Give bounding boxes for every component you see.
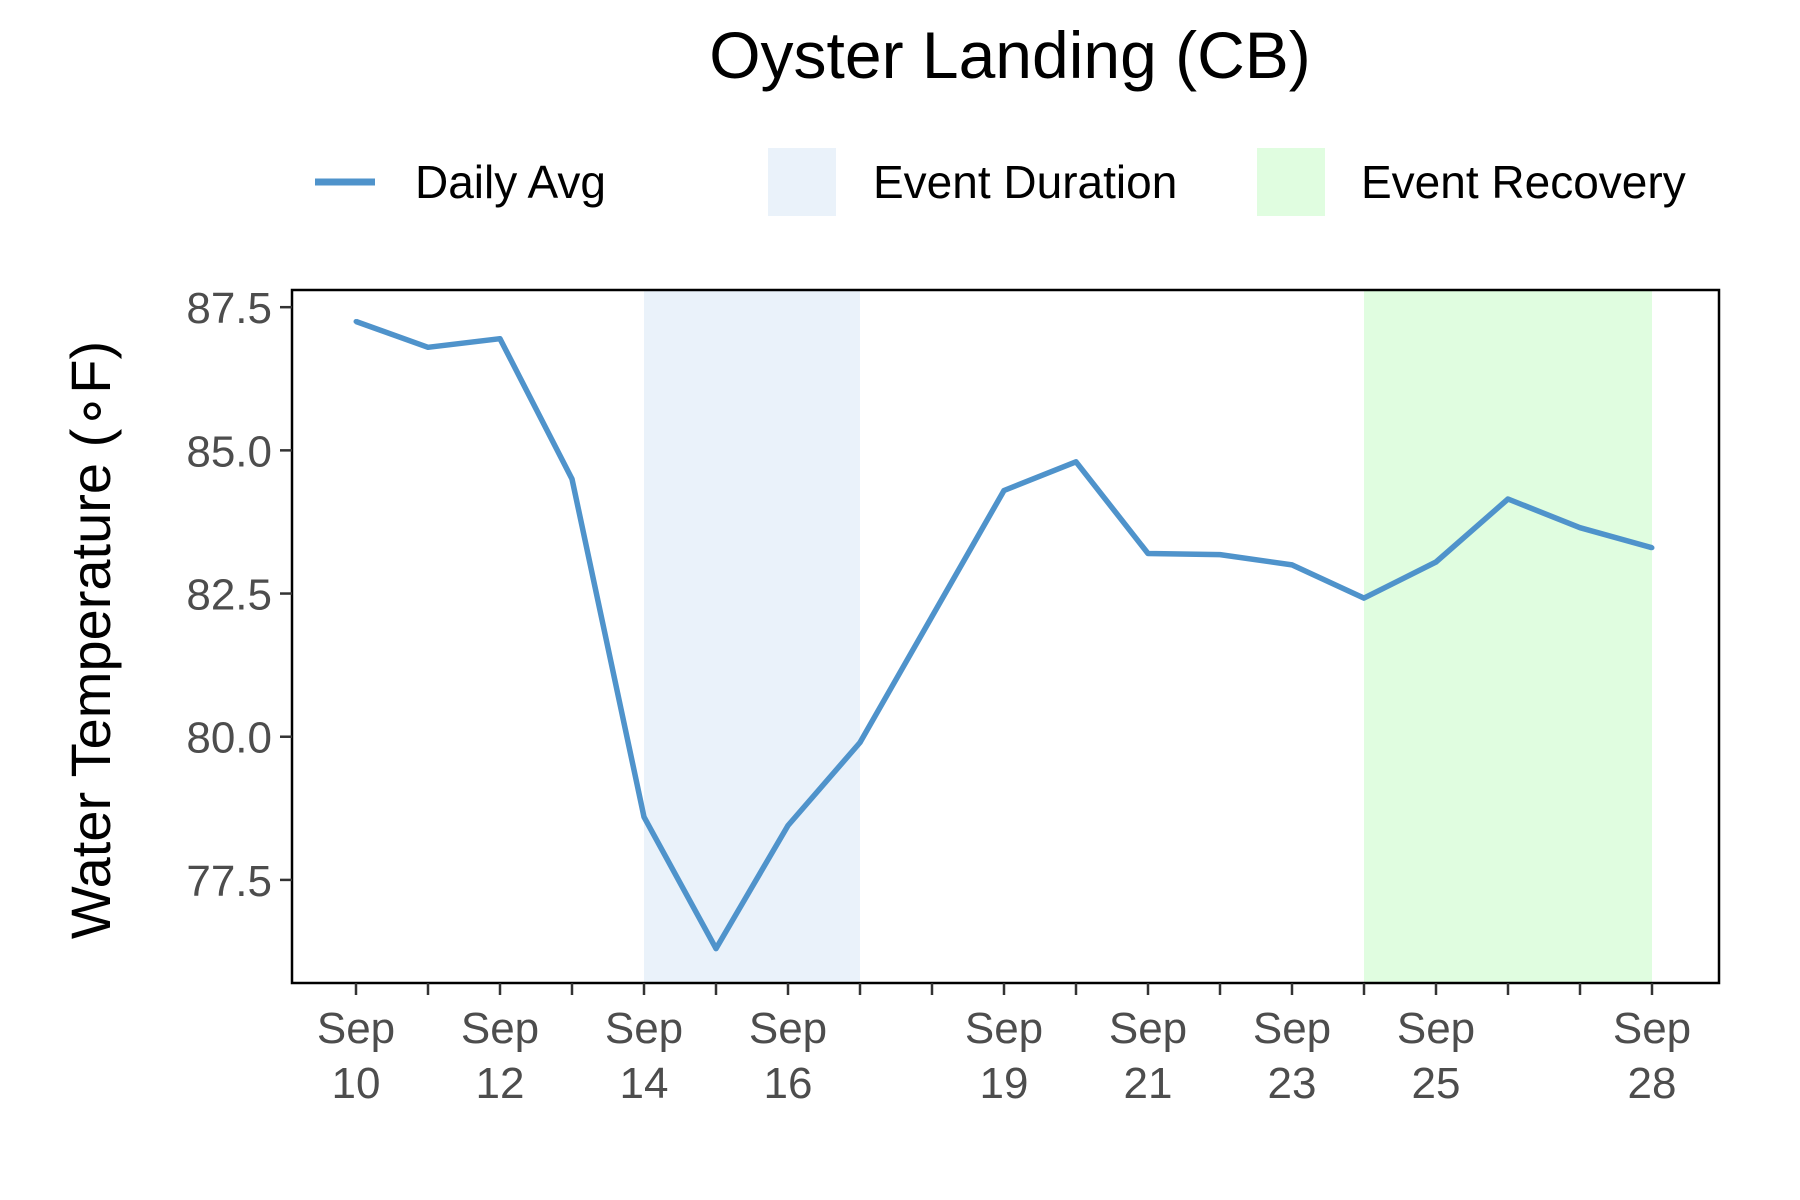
- data-point-daily-avg-26: [1505, 496, 1511, 502]
- data-point-daily-avg-23: [1289, 562, 1295, 568]
- data-point-daily-avg-10: [353, 319, 359, 324]
- x-tick-label-day: 14: [620, 1059, 669, 1108]
- x-tick-label-day: 16: [764, 1059, 813, 1108]
- x-tick-label-month: Sep: [1253, 1004, 1331, 1053]
- data-point-daily-avg-27: [1577, 525, 1583, 531]
- x-tick-label-month: Sep: [749, 1004, 827, 1053]
- legend-swatch-event-duration: [768, 148, 836, 216]
- x-tick-label-month: Sep: [461, 1004, 539, 1053]
- y-tick-label: 85.0: [186, 427, 272, 476]
- event-bands: [644, 290, 1652, 983]
- data-point-daily-avg-11: [425, 344, 431, 350]
- data-point-daily-avg-19: [1001, 487, 1007, 493]
- data-point-daily-avg-21: [1145, 550, 1151, 556]
- data-point-daily-avg-25: [1433, 559, 1439, 565]
- data-point-daily-avg-16: [785, 823, 791, 828]
- data-point-daily-avg-24: [1361, 595, 1367, 601]
- y-tick-label: 77.5: [186, 857, 272, 906]
- legend-swatch-event-recovery: [1257, 148, 1325, 216]
- x-tick-label-day: 12: [476, 1059, 525, 1108]
- data-point-daily-avg-18: [929, 613, 935, 619]
- data-point-daily-avg-14: [641, 814, 647, 820]
- data-point-daily-avg-17: [857, 739, 863, 745]
- x-tick-label-month: Sep: [1397, 1004, 1475, 1053]
- data-point-daily-avg-20: [1073, 459, 1079, 465]
- x-tick-label-day: 23: [1268, 1059, 1317, 1108]
- x-tick-label-month: Sep: [965, 1004, 1043, 1053]
- legend-label-event-duration: Event Duration: [873, 156, 1177, 208]
- y-tick-label: 82.5: [186, 571, 272, 620]
- y-tick-label: 87.5: [186, 284, 272, 333]
- legend-label-event-recovery: Event Recovery: [1361, 156, 1686, 208]
- legend-label-daily-avg: Daily Avg: [415, 156, 606, 208]
- data-point-daily-avg-12: [497, 336, 503, 342]
- x-tick-label-month: Sep: [1613, 1004, 1691, 1053]
- y-axis: 77.5 80.0 82.5 85.0 87.5: [186, 284, 292, 906]
- x-tick-label-day: 10: [332, 1059, 381, 1108]
- x-tick-label-month: Sep: [317, 1004, 395, 1053]
- x-tick-label-month: Sep: [605, 1004, 683, 1053]
- x-tick-label-day: 21: [1124, 1059, 1173, 1108]
- y-tick-label: 80.0: [186, 714, 272, 763]
- series-layer: [353, 318, 1655, 952]
- chart-title: Oyster Landing (CB): [709, 18, 1311, 92]
- legend: Daily Avg Event Duration Event Recovery: [315, 148, 1686, 216]
- x-tick-label-day: 19: [980, 1059, 1029, 1108]
- data-point-daily-avg-15: [713, 946, 719, 952]
- x-tick-label-day: 28: [1628, 1059, 1677, 1108]
- x-tick-label-month: Sep: [1109, 1004, 1187, 1053]
- data-point-daily-avg-22: [1217, 552, 1223, 558]
- x-tick-label-day: 25: [1412, 1059, 1461, 1108]
- band-event-duration: [644, 290, 860, 983]
- data-point-daily-avg-13: [569, 476, 575, 482]
- plot-panel-border: [290, 288, 1721, 985]
- x-axis: Sep 10 Sep 12 Sep 14 Sep 16 Sep 19 Sep 21 Sep 23 Sep 25…: [317, 983, 1691, 1108]
- data-point-daily-avg-28: [1649, 545, 1655, 551]
- band-event-recovery: [1364, 290, 1652, 983]
- y-axis-title: Water Temperature (∘F): [59, 341, 122, 939]
